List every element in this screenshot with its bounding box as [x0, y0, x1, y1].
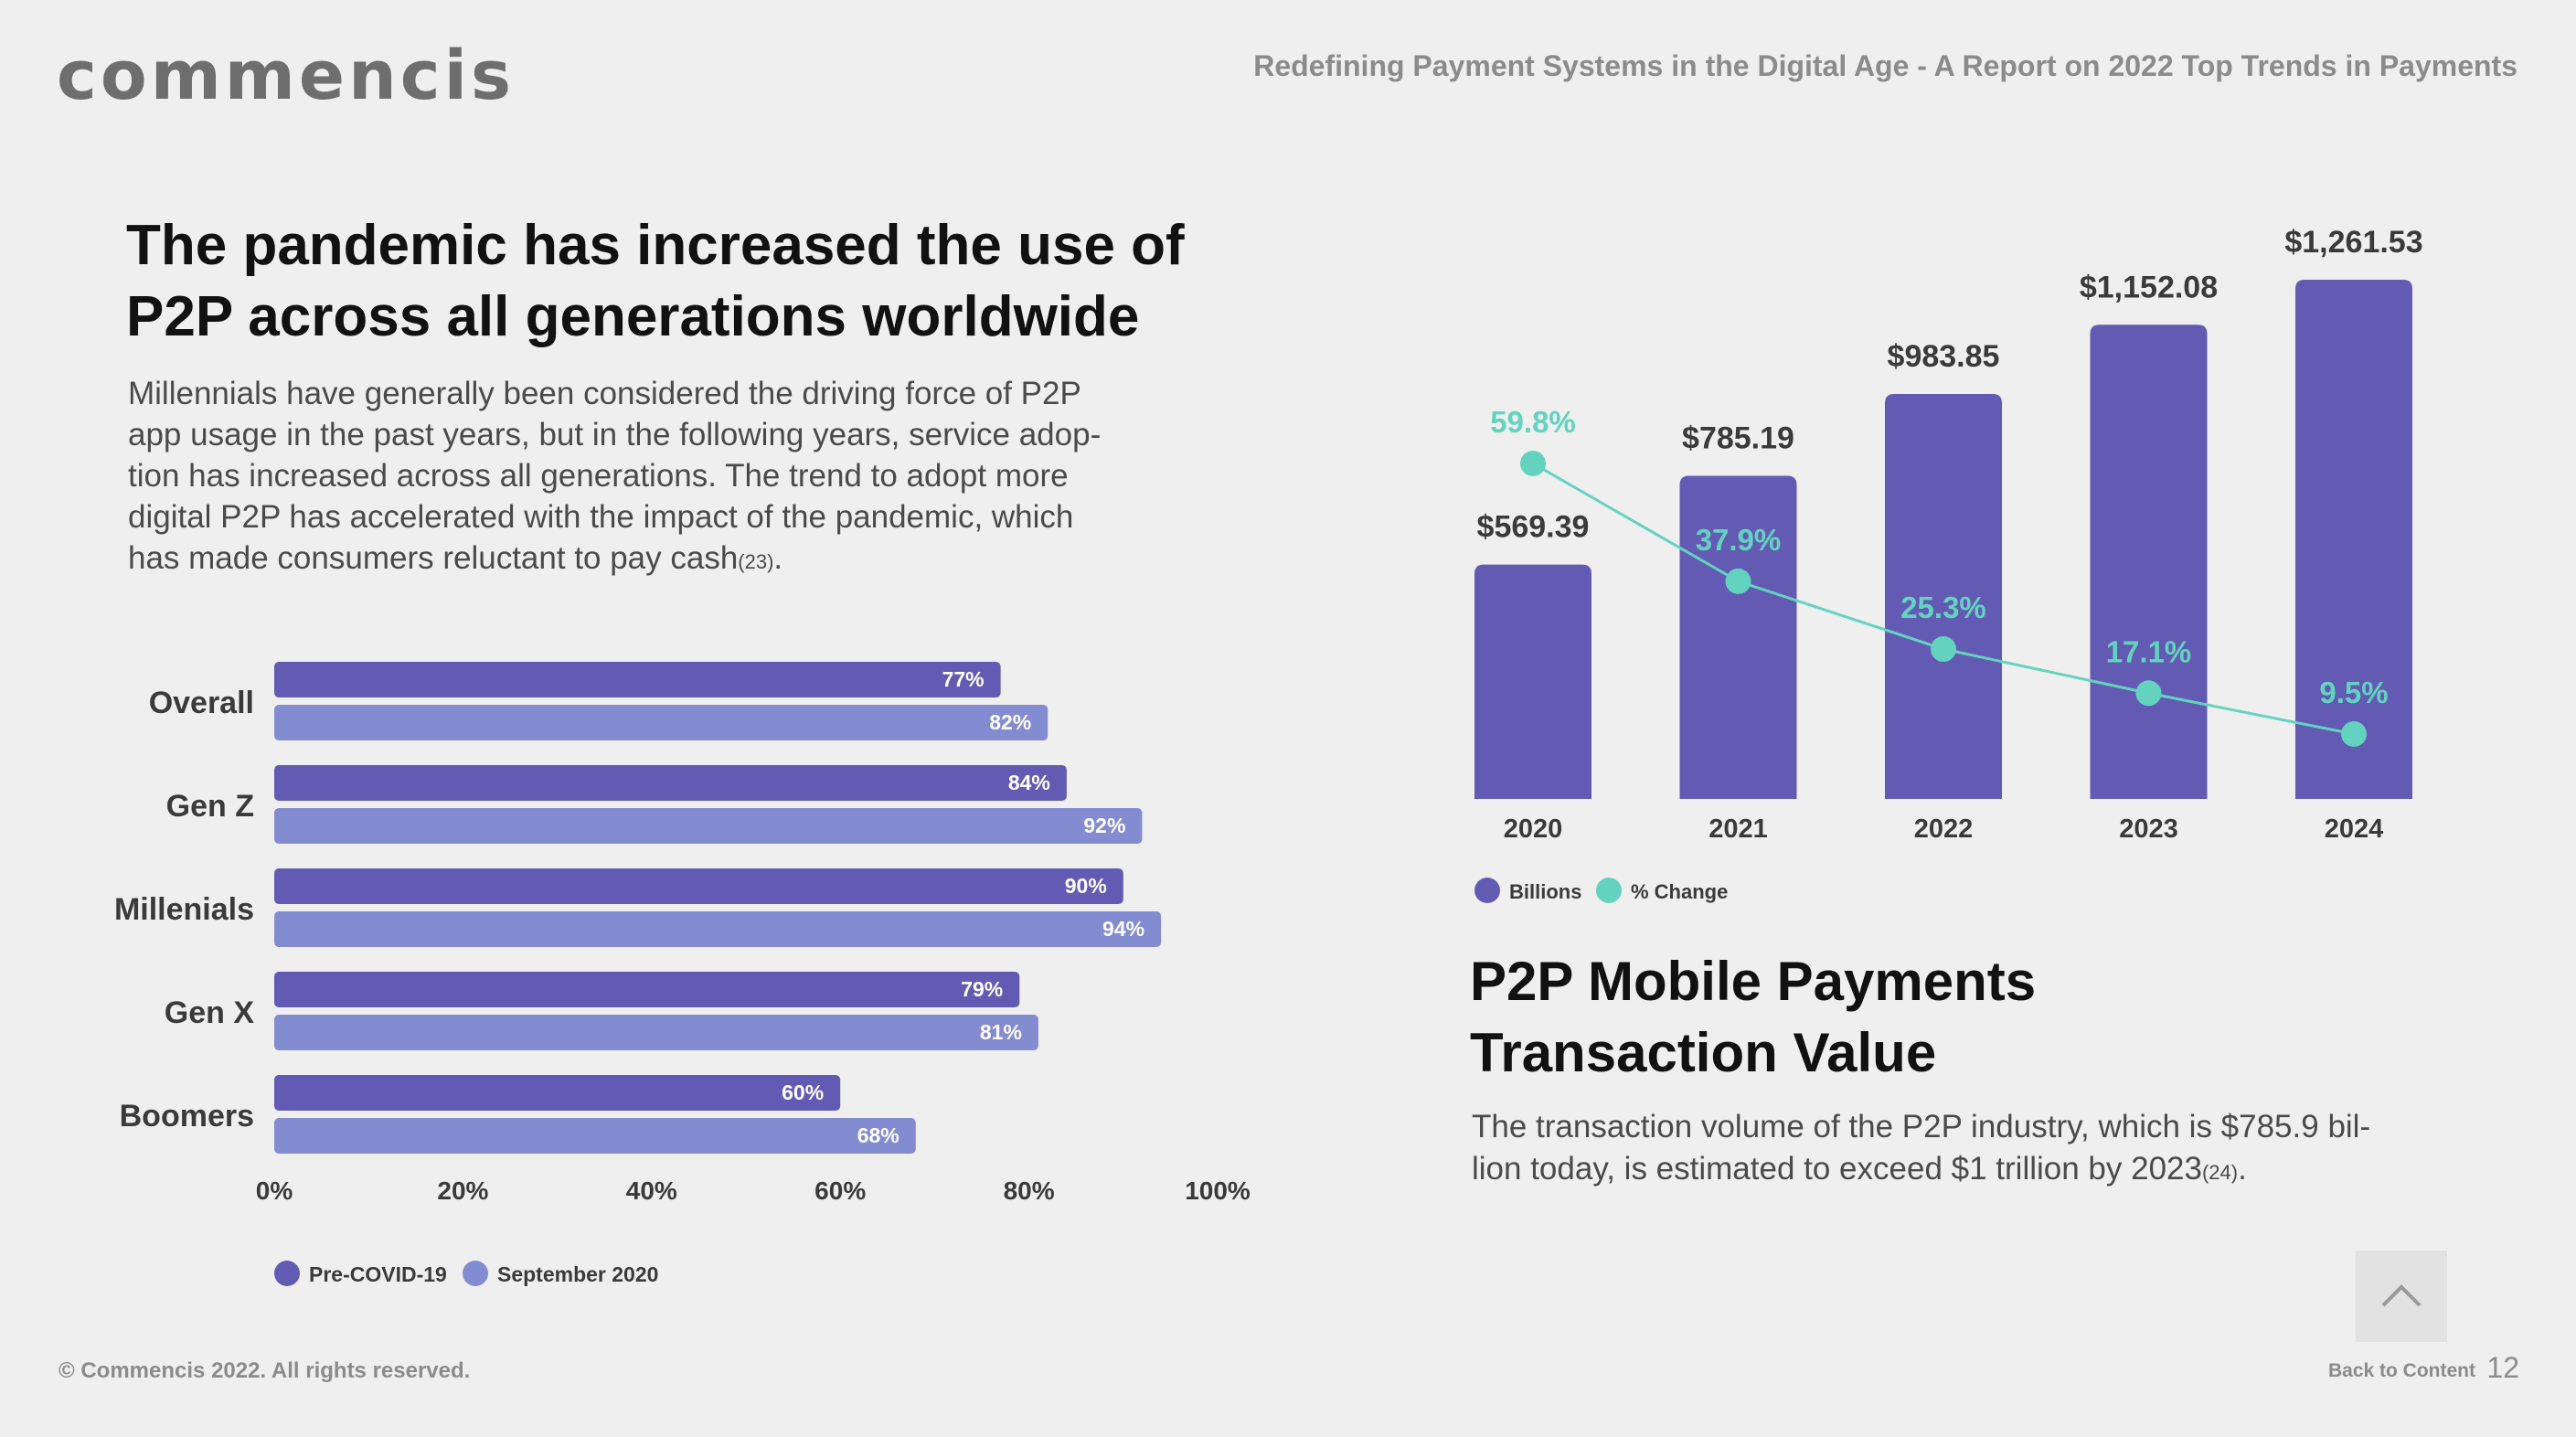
legend-label: Pre-COVID-19	[309, 1262, 447, 1286]
description-line: app usage in the past years, but in the …	[128, 417, 1102, 452]
bar	[274, 705, 1048, 740]
legend-label: % Change	[1631, 880, 1728, 903]
column-value-label: $1,261.53	[2284, 225, 2422, 260]
bar-value-label: 90%	[1065, 874, 1107, 898]
bar	[274, 765, 1067, 801]
line-point	[1725, 568, 1751, 594]
citation: (23)	[738, 550, 774, 573]
column-value-label: $1,152.08	[2080, 270, 2218, 304]
description-line: Millennials have generally been consider…	[128, 376, 1081, 411]
bar-value-label: 79%	[961, 977, 1003, 1001]
back-to-content-link[interactable]: Back to Content	[2327, 1360, 2475, 1381]
change-label: 37.9%	[1696, 523, 1782, 557]
back-to-top-button[interactable]	[2356, 1251, 2447, 1342]
main-heading-line: The pandemic has increased the use of	[126, 214, 1185, 277]
x-tick-label: 0%	[256, 1176, 293, 1205]
column-bar	[1474, 564, 1591, 799]
citation: (24)	[2201, 1161, 2239, 1184]
bar	[274, 1015, 1038, 1050]
transaction-value-chart: $569.39 2020 $785.19 2021 $983.85 2022 $1,152.…	[1474, 225, 2423, 903]
category-label: Gen Z	[166, 789, 254, 824]
bar	[274, 662, 1001, 697]
chart-heading-line: P2P Mobile Payments	[1470, 951, 2037, 1012]
citation-end: .	[2238, 1151, 2247, 1187]
x-tick-label: 2020	[1504, 814, 1563, 844]
bar-value-label: 82%	[989, 710, 1031, 734]
column-bar	[2295, 280, 2412, 799]
bar-value-label: 94%	[1102, 917, 1144, 941]
category-label: Millenials	[114, 892, 254, 927]
column-bar	[1885, 394, 2002, 799]
bar-value-label: 68%	[857, 1123, 899, 1147]
legend-marker	[1596, 878, 1622, 903]
x-tick-label: 2024	[2325, 814, 2384, 844]
line-point	[1931, 636, 1956, 663]
column-bar	[2090, 325, 2208, 799]
page-number: 12	[2486, 1351, 2519, 1384]
category-label: Gen X	[165, 995, 255, 1030]
x-tick-label: 80%	[1004, 1176, 1055, 1205]
bar-value-label: 92%	[1083, 814, 1125, 837]
x-tick-label: 100%	[1185, 1176, 1251, 1205]
change-label: 59.8%	[1490, 405, 1576, 439]
chevron-up-icon	[2381, 1284, 2422, 1307]
category-label: Overall	[149, 686, 254, 720]
x-tick-label: 60%	[814, 1176, 866, 1205]
line-point	[2135, 680, 2162, 707]
line-point	[2341, 721, 2367, 747]
bar	[274, 1075, 841, 1111]
bar	[274, 972, 1020, 1007]
generations-bar-chart: Overall 77%82% Gen Z 84% 92% Millenials 90% 94%…	[114, 662, 1251, 1286]
legend-label: Billions	[1509, 880, 1581, 903]
chart-heading-line: Transaction Value	[1470, 1022, 1937, 1083]
citation-end: .	[773, 540, 783, 576]
change-label: 25.3%	[1900, 591, 1986, 624]
legend-marker	[1474, 878, 1500, 903]
category-label: Boomers	[120, 1099, 254, 1134]
change-label: 17.1%	[2106, 634, 2192, 668]
bar	[274, 1118, 916, 1154]
description-line: has made consumers reluctant to pay cash	[128, 540, 739, 576]
column-value-label: $785.19	[1682, 420, 1794, 455]
description-line: tion has increased across all generation…	[128, 458, 1069, 494]
bar	[274, 868, 1123, 904]
change-label: 9.5%	[2319, 676, 2388, 709]
column-bar	[1679, 475, 1797, 799]
line-point	[1520, 451, 1546, 476]
main-heading-line: P2P across all generations worldwide	[126, 285, 1140, 348]
report-title: Redefining Payment Systems in the Digita…	[1253, 49, 2517, 82]
x-tick-label: 2021	[1708, 814, 1768, 844]
legend-label: September 2020	[497, 1262, 658, 1286]
chart-description: The transaction volume of the P2P indust…	[1472, 1106, 2413, 1194]
bar	[274, 911, 1162, 947]
bar-value-label: 60%	[782, 1080, 824, 1104]
commencis-logo: commencis	[57, 37, 516, 115]
x-tick-label: 2022	[1914, 814, 1974, 844]
description-line: lion today, is estimated to exceed $1 tr…	[1472, 1151, 2202, 1187]
column-value-label: $569.39	[1477, 510, 1590, 545]
legend-marker	[463, 1261, 488, 1286]
bar-value-label: 77%	[942, 667, 985, 691]
main-description: Millennials have generally been consider…	[128, 373, 1152, 582]
description-line: digital P2P has accelerated with the imp…	[128, 499, 1074, 535]
copyright: © Commencis 2022. All rights reserved.	[59, 1358, 471, 1383]
bar-value-label: 84%	[1008, 771, 1050, 794]
bar	[274, 808, 1143, 844]
chart-heading: P2P Mobile Payments Transaction Value	[1470, 946, 2201, 1089]
x-tick-label: 20%	[437, 1176, 488, 1205]
bar-value-label: 81%	[980, 1020, 1022, 1044]
x-tick-label: 40%	[626, 1176, 677, 1205]
description-line: The transaction volume of the P2P indust…	[1472, 1109, 2371, 1144]
x-tick-label: 2023	[2119, 814, 2178, 844]
legend-marker	[274, 1261, 300, 1286]
column-value-label: $983.85	[1888, 339, 2000, 374]
main-heading: The pandemic has increased the use of P2…	[126, 210, 1223, 353]
